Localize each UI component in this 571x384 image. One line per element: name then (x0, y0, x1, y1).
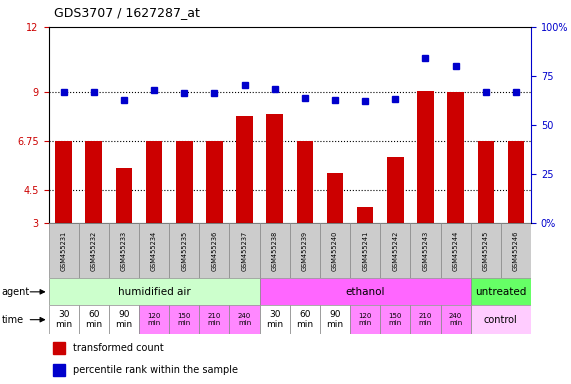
Text: 150
min: 150 min (178, 313, 191, 326)
Bar (411, 223, 441, 278)
Bar (236, 116, 253, 223)
Bar (49, 305, 79, 334)
Bar (501, 223, 531, 278)
Bar (471, 278, 531, 305)
Bar (260, 223, 289, 278)
Text: 30
min: 30 min (266, 310, 283, 329)
Text: 150
min: 150 min (389, 313, 402, 326)
Text: 240
min: 240 min (238, 313, 251, 326)
Text: GSM455245: GSM455245 (483, 230, 489, 271)
Bar (116, 168, 132, 223)
Text: percentile rank within the sample: percentile rank within the sample (73, 365, 238, 375)
Text: humidified air: humidified air (118, 287, 191, 297)
Bar (53, 342, 66, 354)
Bar (471, 223, 501, 278)
Text: GDS3707 / 1627287_at: GDS3707 / 1627287_at (54, 6, 200, 19)
Bar (206, 141, 223, 223)
Bar (169, 223, 199, 278)
Text: GSM455240: GSM455240 (332, 230, 338, 271)
Text: 240
min: 240 min (449, 313, 463, 326)
Text: 90
min: 90 min (327, 310, 344, 329)
Bar (176, 141, 192, 223)
Bar (230, 223, 260, 278)
Bar (380, 223, 411, 278)
Bar (139, 223, 169, 278)
Bar (79, 305, 109, 334)
Bar (53, 364, 66, 376)
Bar (327, 173, 343, 223)
Bar (260, 278, 471, 305)
Bar (320, 305, 350, 334)
Text: 120
min: 120 min (359, 313, 372, 326)
Text: GSM455238: GSM455238 (272, 230, 278, 271)
Text: GSM455236: GSM455236 (211, 230, 218, 271)
Bar (267, 114, 283, 223)
Text: GSM455241: GSM455241 (362, 230, 368, 271)
Bar (320, 223, 350, 278)
Bar (49, 278, 260, 305)
Bar (357, 207, 373, 223)
Bar (289, 223, 320, 278)
Text: GSM455237: GSM455237 (242, 230, 248, 271)
Text: 210
min: 210 min (208, 313, 221, 326)
Bar (289, 305, 320, 334)
Bar (230, 305, 260, 334)
Bar (350, 305, 380, 334)
Text: GSM455231: GSM455231 (61, 230, 67, 271)
Text: 60
min: 60 min (296, 310, 313, 329)
Text: GSM455244: GSM455244 (453, 230, 459, 271)
Bar (199, 305, 230, 334)
Bar (55, 141, 72, 223)
Text: GSM455246: GSM455246 (513, 230, 519, 271)
Text: GSM455243: GSM455243 (423, 230, 428, 271)
Text: GSM455233: GSM455233 (121, 230, 127, 271)
Text: 30
min: 30 min (55, 310, 72, 329)
Text: agent: agent (2, 287, 30, 297)
Text: GSM455242: GSM455242 (392, 230, 399, 271)
Text: untreated: untreated (475, 287, 526, 297)
Bar (139, 305, 169, 334)
Text: GSM455239: GSM455239 (302, 230, 308, 271)
Bar (49, 223, 79, 278)
Bar (86, 141, 102, 223)
Text: 210
min: 210 min (419, 313, 432, 326)
Bar (441, 305, 471, 334)
Text: time: time (2, 314, 24, 325)
Bar (477, 141, 494, 223)
Bar (380, 305, 411, 334)
Bar (79, 223, 109, 278)
Text: GSM455234: GSM455234 (151, 230, 157, 271)
Text: GSM455235: GSM455235 (181, 230, 187, 271)
Bar (260, 305, 289, 334)
Bar (417, 91, 434, 223)
Bar (146, 141, 162, 223)
Bar (471, 305, 531, 334)
Text: 90
min: 90 min (115, 310, 132, 329)
Text: transformed count: transformed count (73, 343, 163, 353)
Bar (441, 223, 471, 278)
Text: 60
min: 60 min (85, 310, 102, 329)
Bar (350, 223, 380, 278)
Bar (109, 223, 139, 278)
Text: control: control (484, 314, 518, 325)
Text: 120
min: 120 min (147, 313, 161, 326)
Text: GSM455232: GSM455232 (91, 230, 96, 271)
Bar (109, 305, 139, 334)
Text: ethanol: ethanol (345, 287, 385, 297)
Bar (199, 223, 230, 278)
Bar (508, 141, 524, 223)
Bar (447, 92, 464, 223)
Bar (411, 305, 441, 334)
Bar (169, 305, 199, 334)
Bar (387, 157, 404, 223)
Bar (296, 141, 313, 223)
